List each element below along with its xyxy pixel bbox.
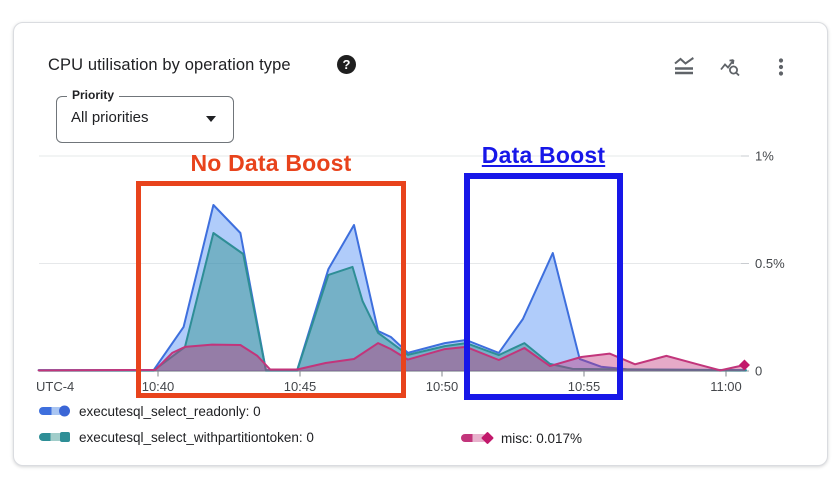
series-line-executesql_select_readonly xyxy=(37,204,747,372)
series-line-misc xyxy=(37,342,746,372)
legend-toggle-icon xyxy=(672,55,696,79)
legend-label: executesql_select_withpartitiontoken: 0 xyxy=(79,429,314,445)
x-tick-label: 10:45 xyxy=(284,379,317,394)
priority-select-value: All priorities xyxy=(71,109,149,126)
legend-label: misc: 0.017% xyxy=(501,430,583,446)
legend-label: executesql_select_readonly: 0 xyxy=(79,403,261,419)
priority-select[interactable]: Priority All priorities xyxy=(56,88,234,143)
y-tick-label: 1% xyxy=(755,149,774,164)
series-area-executesql_select_readonly xyxy=(38,205,746,371)
series-end-diamond-icon xyxy=(738,359,750,371)
more-options-icon xyxy=(769,55,793,79)
explore-chart-icon xyxy=(718,55,742,79)
explore-chart-button[interactable] xyxy=(716,53,744,81)
series-area-misc xyxy=(38,343,745,371)
priority-select-label: Priority xyxy=(67,88,120,102)
x-tick-label: 10:55 xyxy=(568,379,601,394)
legend-item-executesql-select-withpartitiontoken[interactable]: executesql_select_withpartitiontoken: 0 xyxy=(39,428,314,446)
legend-marker-square-icon xyxy=(39,432,70,442)
timezone-label: UTC-4 xyxy=(36,379,74,394)
x-tick-label: 10:50 xyxy=(426,379,459,394)
legend-marker-circle-icon xyxy=(39,405,70,417)
series-area-executesql_select_withpartitiontoken xyxy=(38,233,746,371)
legend-marker-diamond-icon xyxy=(461,431,494,445)
legend-item-misc[interactable]: misc: 0.017% xyxy=(461,429,582,447)
x-tick-label: 10:40 xyxy=(142,379,175,394)
more-options-button[interactable] xyxy=(767,53,795,81)
series-line-executesql_select_withpartitiontoken xyxy=(37,232,747,372)
help-icon[interactable]: ? xyxy=(337,55,356,74)
chart-card: CPU utilisation by operation type ? xyxy=(13,22,828,466)
chevron-down-icon xyxy=(206,116,216,122)
legend-item-executesql-select-readonly[interactable]: executesql_select_readonly: 0 xyxy=(39,402,261,420)
legend-toggle-button[interactable] xyxy=(670,53,698,81)
x-tick-label: 11:00 xyxy=(710,379,742,394)
y-tick-label: 0 xyxy=(755,364,762,379)
chart-plot-area[interactable]: 0 0.5% 1% 10:40 10:45 10:50 10:55 11:00 UTC-4 xyxy=(14,23,829,465)
card-title: CPU utilisation by operation type xyxy=(48,56,291,74)
y-tick-label: 0.5% xyxy=(755,256,785,271)
